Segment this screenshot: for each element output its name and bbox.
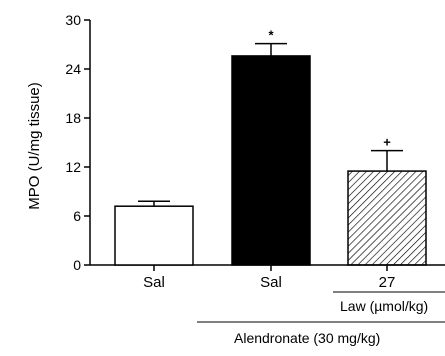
label-layer: Sal * Sal +27 [143, 28, 395, 291]
y-tick-label: 30 [65, 12, 81, 28]
alendronate-group-label: Alendronate (30 mg/kg) [234, 330, 380, 346]
y-tick-label: 6 [73, 208, 81, 224]
bar-layer [114, 42, 427, 266]
y-tick-label: 12 [65, 159, 81, 175]
significance-mark: * [268, 28, 274, 43]
bar [114, 205, 194, 266]
y-axis-title: MPO (U/mg tissue) [26, 82, 43, 210]
y-tick-label: 0 [73, 257, 81, 273]
law-group-label: Law (µmol/kg) [340, 298, 428, 314]
y-tick-label: 24 [65, 61, 81, 77]
x-tick-label: 27 [379, 274, 396, 291]
x-tick-label: Sal [260, 274, 282, 291]
x-tick-label: Sal [143, 274, 165, 291]
bar [347, 170, 427, 266]
y-tick-label: 18 [65, 110, 81, 126]
bar [231, 55, 311, 266]
significance-mark: + [383, 135, 391, 150]
